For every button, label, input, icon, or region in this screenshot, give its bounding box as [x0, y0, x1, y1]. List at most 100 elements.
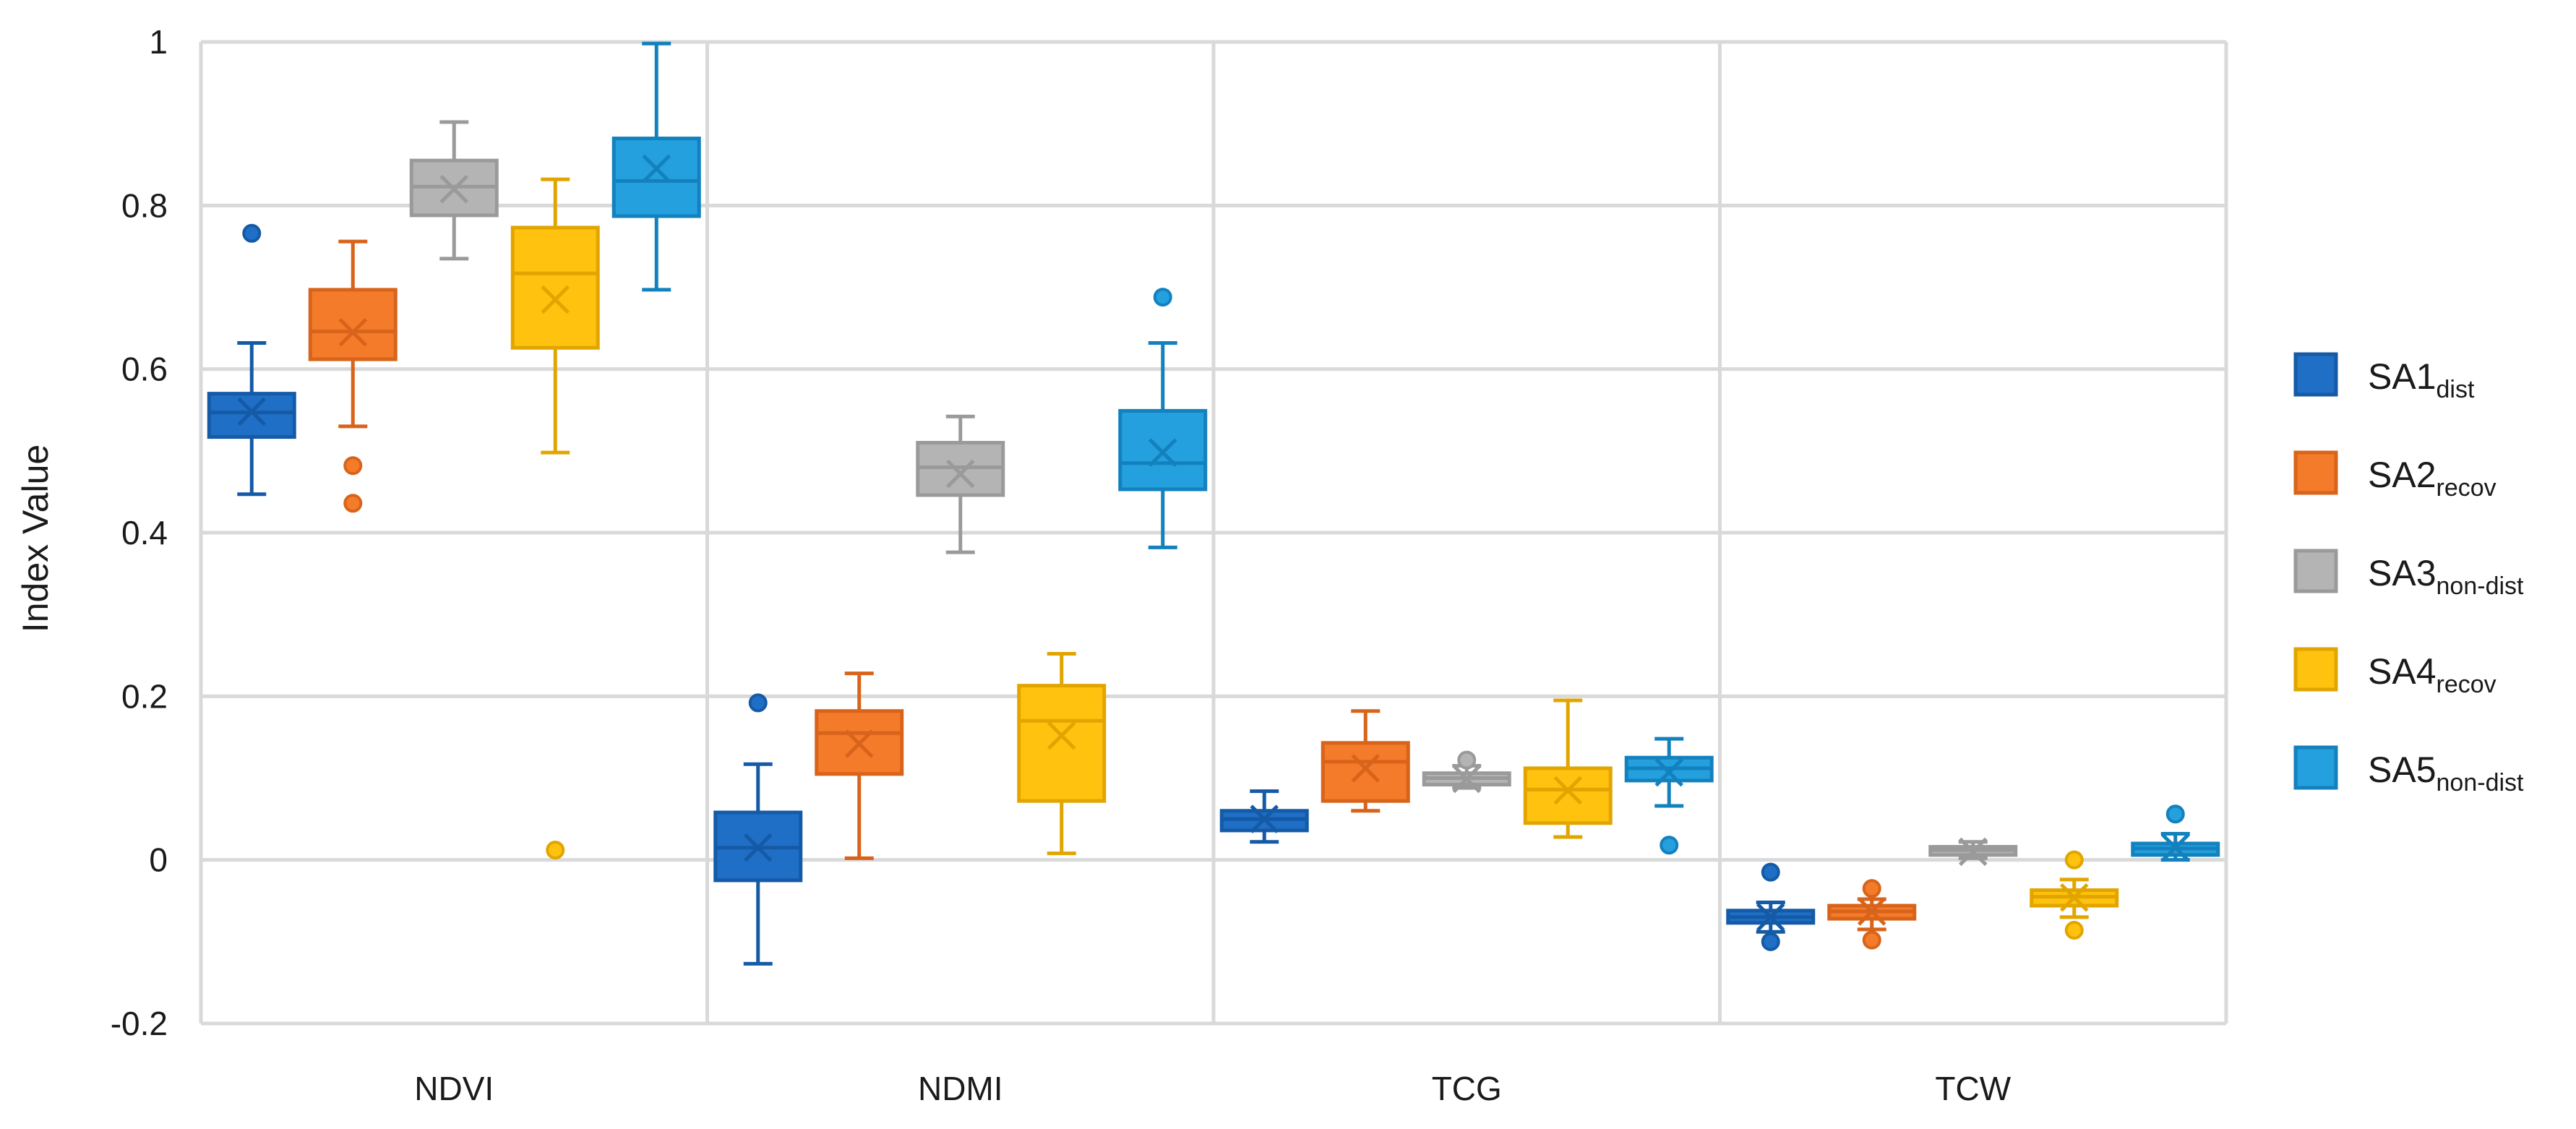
- box-sa5-ndmi: [1118, 288, 1208, 549]
- outlier-point: [1761, 862, 1780, 882]
- y-tick-label: 0.8: [121, 186, 168, 224]
- x-tick-label: NDMI: [918, 1070, 1003, 1107]
- legend-label: SA2recov: [2368, 455, 2496, 502]
- box-sa4-ndvi: [510, 177, 600, 860]
- box-iqr: [308, 288, 398, 361]
- box-sa4-tcg: [1523, 698, 1613, 839]
- box-iqr: [1321, 741, 1410, 803]
- legend-label-main: SA4: [2368, 651, 2437, 692]
- outlier-point: [1457, 750, 1477, 770]
- y-tick-label: 0.6: [121, 351, 168, 388]
- legend-swatch: [2293, 745, 2338, 790]
- legend: SA1distSA2recovSA3non-distSA4recovSA5non…: [2293, 352, 2524, 797]
- box-sa1-tcw: [1726, 862, 1816, 951]
- outlier-point: [2064, 850, 2084, 870]
- box-sa2-tcg: [1321, 709, 1410, 813]
- outlier-point: [343, 494, 363, 513]
- mean-marker: [2059, 883, 2089, 912]
- legend-item-sa3: SA3non-dist: [2293, 549, 2524, 600]
- box-iqr: [611, 137, 701, 218]
- box-sa2-ndvi: [308, 239, 398, 513]
- box-sa4-ndmi: [1017, 651, 1107, 856]
- outlier-point: [546, 841, 565, 860]
- legend-label-main: SA3: [2368, 553, 2437, 593]
- outlier-point: [1761, 932, 1780, 951]
- legend-label-subscript: non-dist: [2437, 769, 2525, 797]
- outlier-point: [2165, 804, 2185, 824]
- mean-marker: [642, 154, 671, 184]
- box-sa1-ndvi: [207, 223, 296, 497]
- legend-label-subscript: non-dist: [2437, 572, 2525, 600]
- legend-label: SA5non-dist: [2368, 750, 2524, 797]
- y-tick-label: 0: [149, 841, 168, 879]
- mean-marker: [1654, 757, 1684, 787]
- box-sa5-ndvi: [611, 41, 701, 292]
- box-sa1-tcg: [1219, 789, 1309, 844]
- outlier-point: [1862, 930, 1881, 950]
- box-sa5-tcg: [1624, 737, 1714, 855]
- mean-marker: [1958, 837, 1988, 867]
- legend-label: SA3non-dist: [2368, 553, 2524, 600]
- mean-marker: [1351, 754, 1381, 783]
- legend-label-main: SA2: [2368, 455, 2437, 495]
- mean-marker: [743, 833, 773, 862]
- mean-marker: [1553, 776, 1583, 805]
- x-tick-label: TCG: [1432, 1070, 1502, 1107]
- mean-marker: [237, 397, 267, 426]
- legend-label-main: SA5: [2368, 750, 2437, 790]
- mean-marker: [541, 285, 570, 314]
- mean-marker: [439, 174, 469, 204]
- outlier-point: [343, 456, 363, 476]
- legend-label-main: SA1: [2368, 356, 2437, 397]
- legend-label: SA4recov: [2368, 651, 2496, 698]
- mean-marker: [1857, 897, 1886, 926]
- mean-marker: [844, 729, 874, 758]
- box-layer: [207, 41, 2220, 966]
- legend-swatch: [2293, 647, 2338, 692]
- axis-layer: -0.2 0 0.2 0.4 0.6 0.8 1 NDVI NDMI TCG TCW: [111, 23, 2012, 1107]
- box-sa1-ndmi: [713, 693, 803, 966]
- legend-swatch: [2293, 352, 2338, 397]
- outlier-point: [1153, 288, 1172, 307]
- legend-swatch: [2293, 549, 2338, 593]
- mean-marker: [2160, 833, 2190, 862]
- legend-label: SA1dist: [2368, 356, 2475, 403]
- y-tick-label: 0.4: [121, 514, 168, 551]
- box-sa3-ndmi: [916, 414, 1005, 554]
- y-tick-label: 0.2: [121, 677, 168, 715]
- mean-marker: [1250, 804, 1279, 833]
- box-iqr: [510, 226, 600, 350]
- legend-item-sa2: SA2recov: [2293, 450, 2496, 502]
- legend-label-subscript: dist: [2437, 376, 2475, 403]
- box-sa3-tcw: [1928, 837, 2018, 867]
- outlier-point: [242, 223, 262, 243]
- mean-marker: [1148, 438, 1177, 467]
- legend-item-sa5: SA5non-dist: [2293, 745, 2524, 797]
- box-iqr: [1523, 766, 1613, 825]
- legend-label-subscript: recov: [2437, 474, 2496, 502]
- outlier-point: [1862, 879, 1881, 898]
- box-sa2-ndmi: [815, 671, 904, 860]
- box-iqr: [207, 392, 296, 439]
- box-sa3-tcg: [1422, 750, 1511, 794]
- box-sa4-tcw: [2030, 850, 2119, 940]
- mean-marker: [1452, 764, 1482, 794]
- mean-marker: [338, 317, 368, 347]
- box-iqr: [1017, 684, 1107, 803]
- mean-marker: [1047, 721, 1076, 750]
- box-sa5-tcw: [2131, 804, 2220, 862]
- x-tick-label: TCW: [1935, 1070, 2011, 1107]
- y-axis-title: Index Value: [15, 445, 56, 632]
- legend-item-sa1: SA1dist: [2293, 352, 2475, 403]
- legend-label-subscript: recov: [2437, 671, 2496, 698]
- grid-layer: [199, 40, 2228, 1026]
- mean-marker: [945, 459, 975, 489]
- box-sa2-tcw: [1827, 879, 1917, 950]
- outlier-point: [748, 693, 768, 713]
- outlier-point: [1660, 836, 1679, 855]
- x-tick-label: NDVI: [414, 1070, 494, 1107]
- box-sa3-ndvi: [409, 120, 499, 261]
- legend-swatch: [2293, 450, 2338, 495]
- mean-marker: [1756, 903, 1785, 932]
